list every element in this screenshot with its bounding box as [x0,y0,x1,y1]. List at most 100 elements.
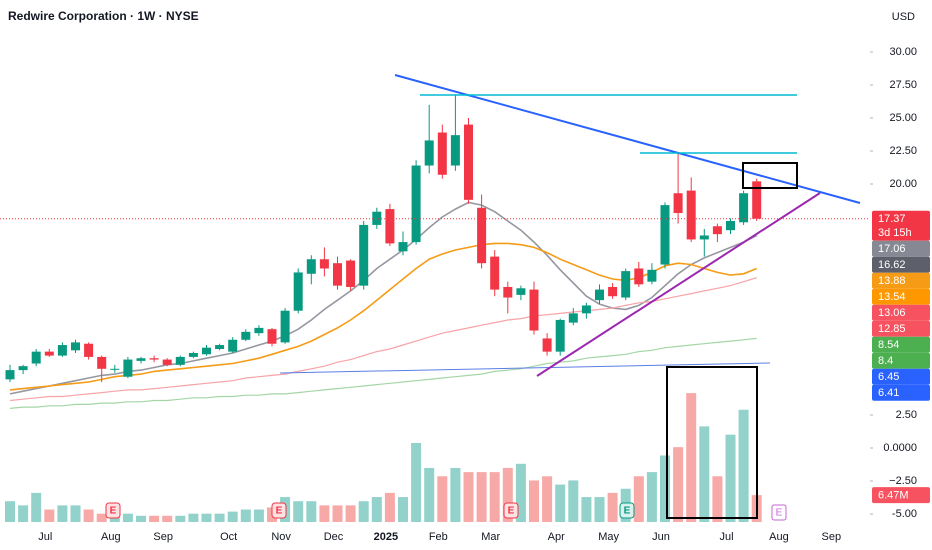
candle-body [202,347,211,355]
support-line [279,362,771,374]
highlight-box [666,366,758,519]
volume-bar [424,467,435,522]
volume-bar [581,497,592,522]
volume-bar [136,515,146,522]
candle-body [752,181,762,219]
volume-bar [633,476,644,522]
candle-body [333,263,342,286]
volume-bar [149,515,160,522]
earnings-label: E [110,506,117,517]
volume-bar [542,476,553,522]
x-tick-label: Sep [822,531,842,543]
volume-bar [398,497,408,522]
volume-bar [332,505,343,522]
candle-body [175,356,185,365]
candle-body [359,224,369,286]
candle-body [726,220,735,231]
price-label: 6.45 [878,371,899,383]
candle-body [555,319,565,352]
countdown-label: 3d 15h [878,227,912,239]
candle-body [660,205,670,265]
volume-bar [384,492,395,522]
candle-body [372,211,382,225]
candle-body [267,329,277,344]
y-tick-label: 27.50 [889,79,917,91]
volume-bar [83,509,94,522]
candle-body [542,338,552,352]
candle-body [18,366,28,371]
volume-bar [489,472,500,522]
volume-bar [371,497,382,522]
candle-body [699,235,709,240]
volume-bar [345,505,356,522]
earnings-label: E [276,506,283,517]
candle-body [346,260,356,287]
candle-body [621,271,631,298]
volume-bar [31,492,42,522]
candle-body [215,345,225,349]
volume-bar [175,515,186,522]
price-label-box [872,272,930,289]
y-tick-label: -5.00 [892,508,917,520]
candle-body [123,359,133,377]
y-tick-label: 0.0000 [883,442,917,454]
candle-body [503,286,513,298]
resistance-trendline [394,74,861,204]
volume-bar [411,443,422,522]
y-tick-label: −2.50 [889,475,917,487]
support-trendline [536,192,821,377]
volume-bar [607,492,618,522]
earnings-label: E [624,506,631,517]
volume-bar [450,467,461,522]
earnings-markers: E E E E E [105,502,787,521]
x-tick-label: Aug [769,531,789,543]
x-tick-label: Oct [220,531,237,543]
volume-bar [201,513,212,522]
volume-bar [162,515,173,522]
price-label: 13.06 [878,307,906,319]
candle-body [568,313,578,323]
currency-label: USD [892,11,915,23]
candle-body [739,193,749,223]
volume-bar [57,505,68,522]
earnings-badge [105,502,121,519]
volume-bar [725,434,736,522]
candle-body [673,193,683,214]
volume-bar [358,501,369,522]
candle-body [516,288,526,295]
x-tick-label: Jun [652,531,670,543]
candle-body [712,226,722,235]
earnings-label: E [776,508,783,519]
candle-body [424,140,434,166]
x-tick-label: Jul [38,531,52,543]
candle-body [477,207,487,264]
chart-title: Redwire Corporation · 1W · NYSE [8,9,199,23]
moving-average-line [9,242,758,391]
volume-bar [122,513,133,522]
y-tick-label: 20.00 [889,178,917,190]
earnings-label: E [508,506,515,517]
volume-bar [502,467,513,522]
volume-bar [515,463,526,522]
price-label-box [872,240,930,257]
price-label: 17.37 [878,213,906,225]
price-label: 6.41 [878,387,899,399]
y-tick-label: 25.00 [889,112,917,124]
candle-body [84,343,94,357]
y-tick-label: 2.50 [896,409,917,421]
volume-bar [5,501,15,522]
price-label-box [872,352,930,369]
candle-body [293,272,303,311]
candle-layer [5,94,762,382]
moving-average-line [9,337,757,409]
moving-average-line [9,201,758,395]
price-label-box [872,384,930,401]
candle-body [5,370,15,380]
x-tick-label: Mar [481,531,500,543]
x-tick-label: 2025 [374,531,398,543]
price-label: 8.4 [878,355,893,367]
candle-body [385,209,395,244]
drawings [279,74,861,519]
volume-label-box [872,487,930,504]
